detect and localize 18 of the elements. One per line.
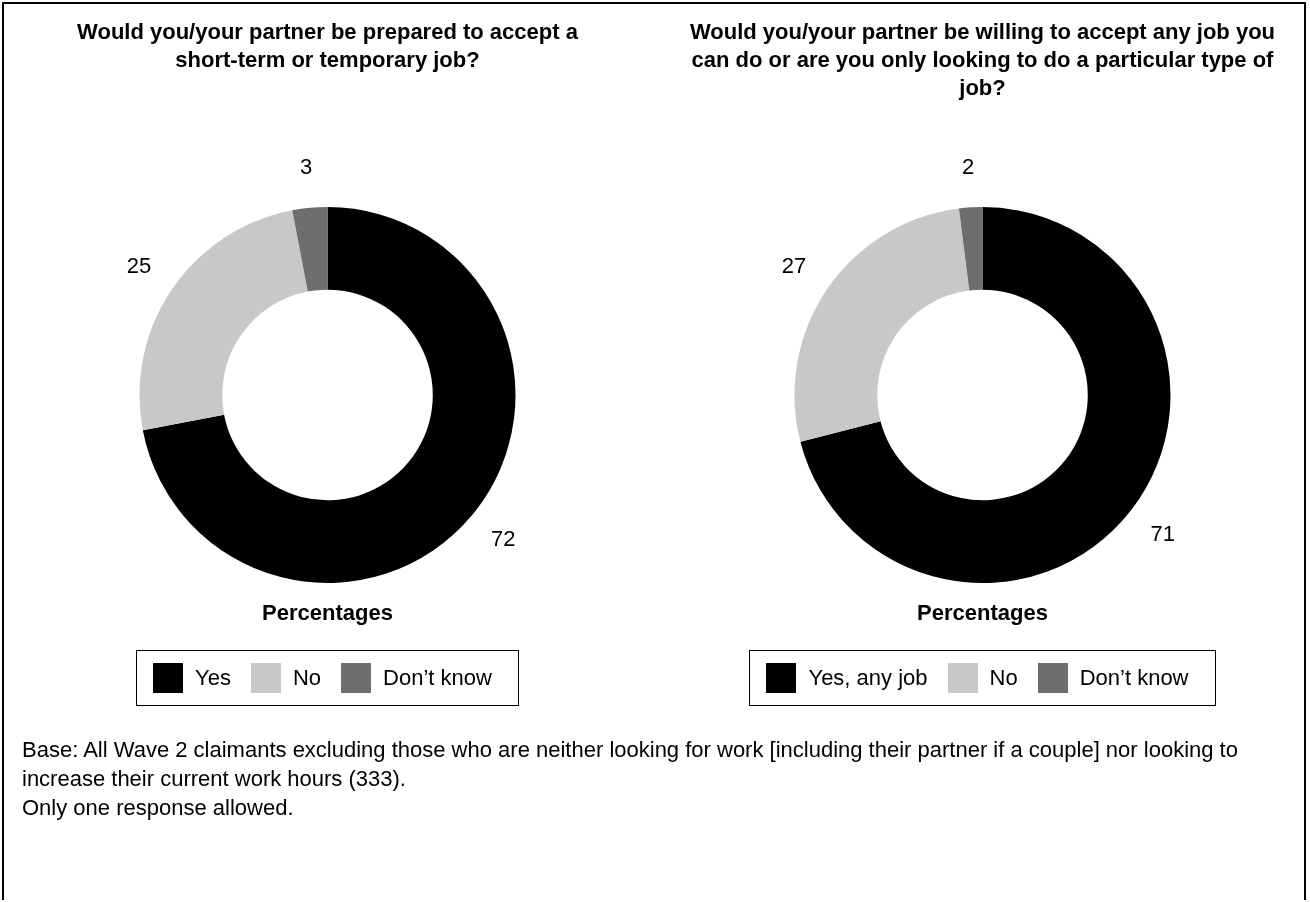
- data-label: 3: [299, 154, 313, 180]
- chart-title: Would you/your partner be prepared to accept a short-term or temporary job?: [76, 18, 579, 74]
- legend-label: Don’t know: [1079, 665, 1189, 691]
- data-label: 2: [962, 153, 975, 179]
- legend-label: Don’t know: [383, 665, 492, 691]
- legend-label: No: [989, 665, 1018, 691]
- chart-title: Would you/your partner be willing to accept any job you can do or are you only looking to do a particular type of job?: [688, 18, 1277, 102]
- text: Percentages: [261, 600, 394, 626]
- data-label: 72: [490, 526, 516, 552]
- data-label: 27: [781, 252, 807, 278]
- data-label: 71: [1150, 520, 1175, 546]
- text: Only one response allowed.: [22, 794, 295, 822]
- legend-label: Yes: [195, 665, 231, 691]
- legend-label: Yes, any job: [808, 665, 928, 691]
- data-label: 25: [126, 252, 152, 278]
- text: Percentages: [916, 600, 1049, 626]
- text: Base: All Wave 2 claimants excluding those who are neither looking for work [including their partner if a couple] nor looking to increase their current work hours (333).: [22, 736, 1239, 793]
- legend-label: No: [292, 665, 322, 691]
